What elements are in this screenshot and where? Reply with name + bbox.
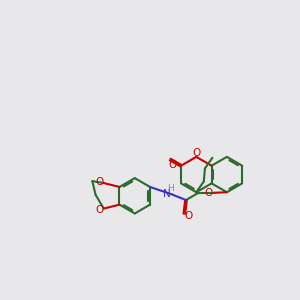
Text: O: O xyxy=(95,205,104,215)
Text: H: H xyxy=(168,184,174,193)
Text: O: O xyxy=(168,160,176,170)
Text: O: O xyxy=(95,177,104,187)
Text: O: O xyxy=(192,148,200,158)
Text: N: N xyxy=(163,188,171,199)
Text: O: O xyxy=(205,188,213,198)
Text: O: O xyxy=(184,212,192,221)
